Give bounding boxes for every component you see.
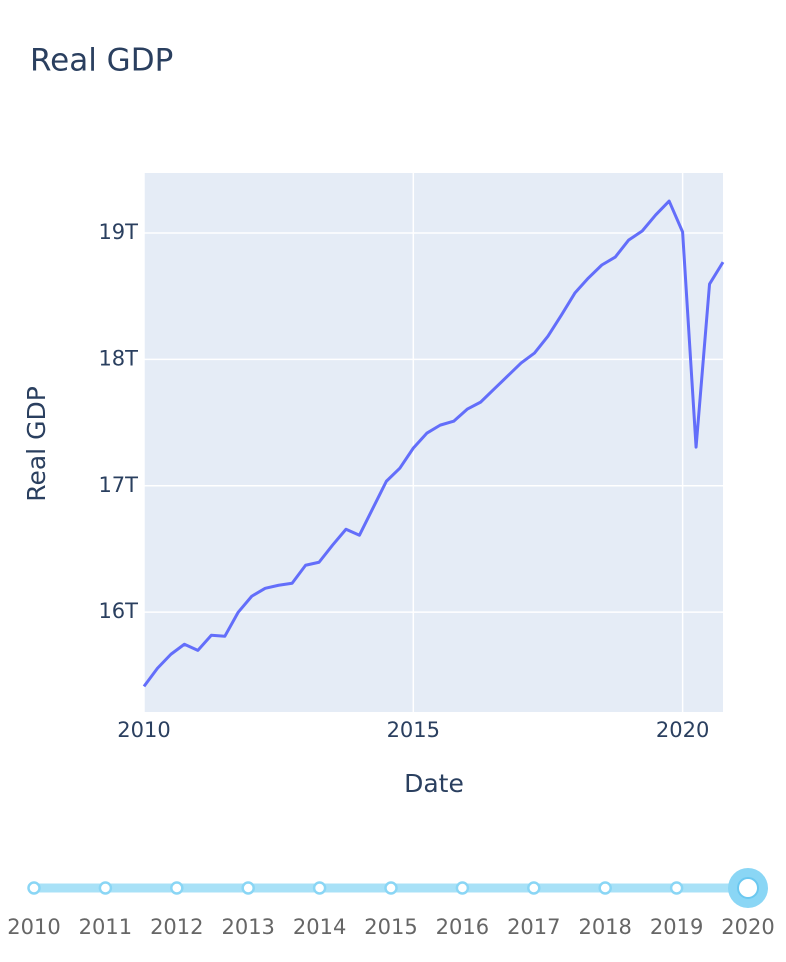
slider-label[interactable]: 2013 (221, 915, 274, 939)
slider-label[interactable]: 2015 (364, 915, 417, 939)
data-line (142, 199, 725, 688)
slider-step[interactable] (669, 881, 684, 895)
x-tick-label: 2010 (117, 718, 170, 742)
slider-label[interactable]: 2010 (7, 915, 60, 939)
slider-step[interactable] (27, 881, 41, 895)
y-tick-label: 19T (98, 220, 138, 244)
chart-title: Real GDP (30, 43, 173, 79)
slider-label[interactable]: 2011 (79, 915, 132, 939)
slider-step[interactable] (241, 881, 255, 895)
slider-label[interactable]: 2016 (436, 915, 489, 939)
y-tick-label: 16T (98, 599, 138, 623)
x-tick-label: 2020 (656, 718, 709, 742)
slider-step[interactable] (384, 881, 398, 895)
slider-step[interactable] (598, 881, 612, 895)
y-axis-title: Real GDP (22, 386, 51, 502)
slider-label[interactable]: 2019 (650, 915, 703, 939)
slider-label[interactable]: 2014 (293, 915, 346, 939)
slider-step[interactable] (170, 881, 184, 895)
slider-step[interactable] (455, 881, 470, 895)
y-tick-label: 17T (98, 473, 138, 497)
x-axis-title: Date (404, 769, 464, 798)
slider-handle-inner[interactable] (737, 877, 759, 899)
slider-step[interactable] (527, 881, 541, 895)
x-tick-label: 2015 (387, 718, 440, 742)
slider-label[interactable]: 2018 (578, 915, 631, 939)
slider-label[interactable]: 2020 (721, 915, 774, 939)
slider-label[interactable]: 2012 (150, 915, 203, 939)
y-tick-label: 18T (98, 346, 138, 370)
slider-step[interactable] (312, 881, 327, 895)
slider-label[interactable]: 2017 (507, 915, 560, 939)
plot-area (144, 173, 723, 712)
slider-step[interactable] (98, 881, 113, 895)
